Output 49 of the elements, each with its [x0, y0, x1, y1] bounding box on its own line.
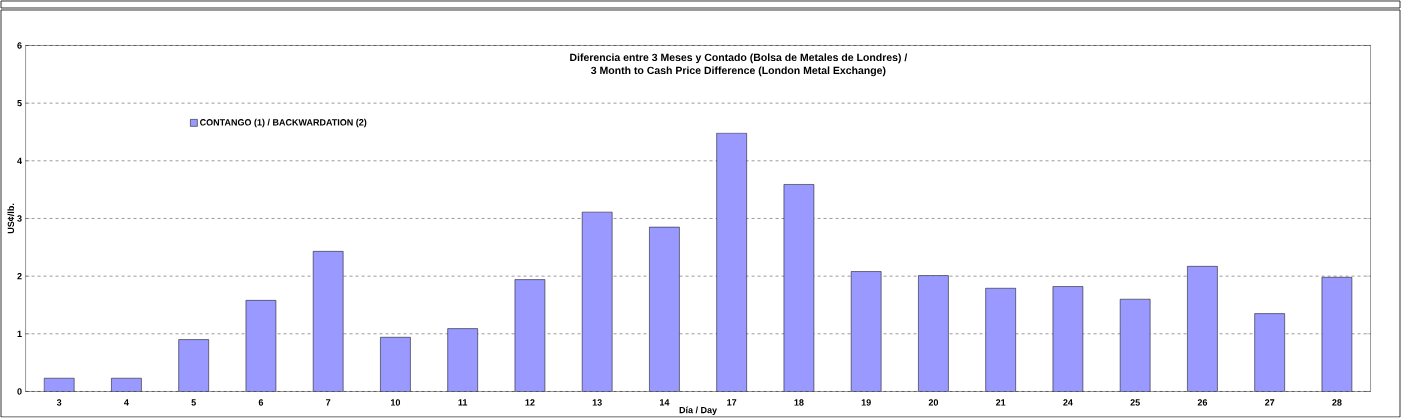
x-tick-label: 12 [525, 399, 535, 406]
x-axis-title: Día / Day [679, 406, 717, 415]
y-tick-label: 6 [17, 42, 22, 49]
x-tick-label: 25 [1130, 399, 1140, 406]
x-tick-label: 26 [1197, 399, 1208, 406]
y-tick-label: 1 [17, 330, 22, 337]
y-tick-label: 2 [17, 273, 22, 280]
bar [1052, 286, 1084, 392]
x-tick-label: 14 [659, 399, 670, 406]
y-tick-label: 3 [17, 215, 22, 222]
text: Diferencia entre 3 Meses y Contado (Bolsa de Metales de Londres) / 3 Month to Cash Price Difference (London Metal Exchange) [570, 53, 908, 77]
bar [380, 337, 411, 392]
bar [918, 275, 949, 392]
x-tick-label: 11 [458, 399, 468, 406]
x-tick-label: 6 [258, 399, 264, 406]
bar [581, 211, 613, 392]
y-tick-label: 5 [17, 100, 22, 107]
y-tick-label: 0 [17, 388, 22, 395]
x-tick-label: 20 [928, 399, 939, 406]
bar [312, 251, 344, 392]
bar [1321, 277, 1353, 392]
bar [1119, 298, 1151, 392]
x-tick-label: 24 [1063, 399, 1073, 406]
legend-label: CONTANGO (1) / BACKWARDATION (2) [200, 118, 367, 128]
bar [447, 328, 478, 392]
x-tick-label: 19 [861, 399, 871, 406]
y-tick-label: 4 [17, 157, 22, 164]
x-tick-label: 10 [390, 399, 401, 406]
x-tick-label: 5 [191, 399, 196, 406]
x-tick-label: 17 [727, 399, 737, 406]
bar [1187, 266, 1218, 392]
x-tick-label: 28 [1332, 399, 1342, 406]
x-tick-label: 13 [592, 399, 602, 406]
bar [245, 300, 277, 392]
x-tick-label: 7 [326, 399, 331, 406]
y-axis-title: US¢/lb. [7, 203, 15, 234]
bar [1254, 313, 1285, 392]
bar [178, 339, 209, 392]
bar [985, 288, 1016, 392]
bar [514, 279, 546, 392]
x-tick-label: 3 [56, 399, 62, 406]
bar [716, 132, 747, 392]
x-tick-label: 21 [995, 399, 1006, 406]
x-tick-label: 4 [124, 399, 129, 406]
bar [850, 271, 882, 392]
bar [783, 184, 815, 392]
bar [649, 226, 680, 392]
x-tick-label: 27 [1264, 399, 1275, 406]
x-tick-label: 18 [794, 399, 804, 406]
